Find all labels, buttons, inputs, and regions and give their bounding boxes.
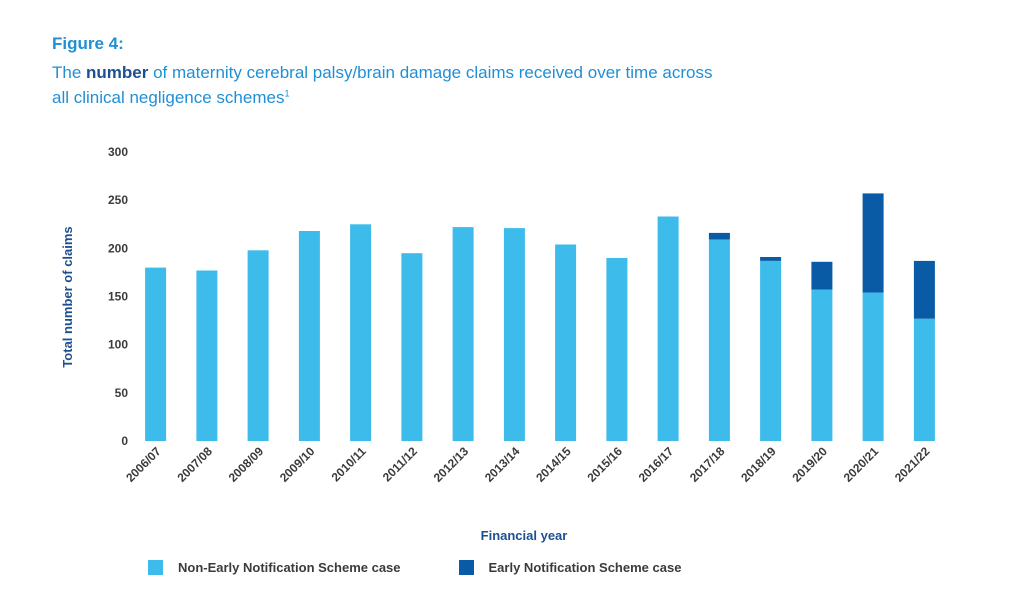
chart-legend: Non-Early Notification Scheme case Early… <box>148 560 739 575</box>
subtitle-bold-word: number <box>86 63 149 82</box>
legend-item-non-ens: Non-Early Notification Scheme case <box>148 560 401 575</box>
bar-non-ens-2015-16 <box>606 258 628 441</box>
subtitle-footnote: 1 <box>284 88 290 99</box>
bar-ens-2020-21 <box>862 193 884 293</box>
x-axis-label: Financial year <box>481 528 568 543</box>
figure-label: Figure 4: <box>52 34 124 53</box>
bar-non-ens-2018-19 <box>760 260 782 441</box>
x-tick-label: 2015/16 <box>584 444 625 485</box>
legend-label-ens: Early Notification Scheme case <box>488 560 682 575</box>
x-tick-label: 2014/15 <box>533 444 574 485</box>
y-tick-label: 300 <box>108 145 128 159</box>
figure-subtitle: The number of maternity cerebral palsy/b… <box>52 60 872 110</box>
y-axis-label: Total number of claims <box>60 226 75 367</box>
subtitle-prefix: The <box>52 63 87 82</box>
y-tick-label: 150 <box>108 290 128 304</box>
x-tick-label: 2018/19 <box>738 444 779 485</box>
bar-non-ens-2009-10 <box>298 231 320 441</box>
x-tick-label: 2012/13 <box>431 444 472 485</box>
x-tick-label: 2010/11 <box>329 444 369 484</box>
bar-ens-2017-18 <box>708 232 730 240</box>
y-tick-label: 0 <box>121 434 128 448</box>
bar-non-ens-2010-11 <box>350 224 372 442</box>
x-tick-label: 2008/09 <box>226 444 267 485</box>
bar-non-ens-2016-17 <box>657 216 679 441</box>
legend-item-ens: Early Notification Scheme case <box>458 560 682 575</box>
subtitle-line-2: all clinical negligence schemes <box>52 88 285 107</box>
legend-swatch-non-ens <box>148 560 163 575</box>
bar-non-ens-2020-21 <box>862 292 884 441</box>
bar-non-ens-2013-14 <box>503 228 525 441</box>
bar-non-ens-2019-20 <box>811 289 833 441</box>
x-tick-label: 2013/14 <box>482 444 523 485</box>
y-tick-label: 100 <box>108 338 128 352</box>
x-tick-label: 2007/08 <box>174 444 215 485</box>
y-axis: 0 50 100 150 200 250 300 <box>108 145 128 448</box>
x-tick-label: 2016/17 <box>636 444 677 485</box>
bar-non-ens-2021-22 <box>913 318 935 441</box>
subtitle-rest: of maternity cerebral palsy/brain damage… <box>148 63 713 82</box>
bar-non-ens-2014-15 <box>555 244 577 441</box>
x-tick-label: 2019/20 <box>789 444 830 485</box>
bar-non-ens-2011-12 <box>401 253 423 441</box>
bars-group <box>145 193 935 442</box>
y-tick-label: 250 <box>108 193 128 207</box>
x-axis: 2006/07 2007/08 2008/09 2009/10 2010/11 2011/… <box>123 444 933 485</box>
bar-non-ens-2007-08 <box>196 270 218 441</box>
x-tick-label: 2009/10 <box>277 444 318 485</box>
bar-non-ens-2006-07 <box>145 267 167 441</box>
bar-non-ens-2008-09 <box>247 250 269 441</box>
x-tick-label: 2011/12 <box>380 444 420 484</box>
legend-label-non-ens: Non-Early Notification Scheme case <box>178 560 401 575</box>
y-tick-label: 50 <box>115 386 129 400</box>
x-tick-label: 2017/18 <box>687 444 728 485</box>
x-tick-label: 2021/22 <box>892 444 933 485</box>
bar-non-ens-2012-13 <box>452 227 474 441</box>
bar-ens-2021-22 <box>913 260 935 319</box>
bar-non-ens-2017-18 <box>708 239 730 441</box>
bar-ens-2018-19 <box>760 257 782 261</box>
legend-swatch-ens <box>458 560 474 575</box>
x-tick-label: 2006/07 <box>123 444 164 485</box>
x-tick-label: 2020/21 <box>841 444 882 485</box>
figure-heading: Figure 4: The number of maternity cerebr… <box>52 34 872 110</box>
bar-ens-2019-20 <box>811 261 833 290</box>
y-tick-label: 200 <box>108 241 128 255</box>
